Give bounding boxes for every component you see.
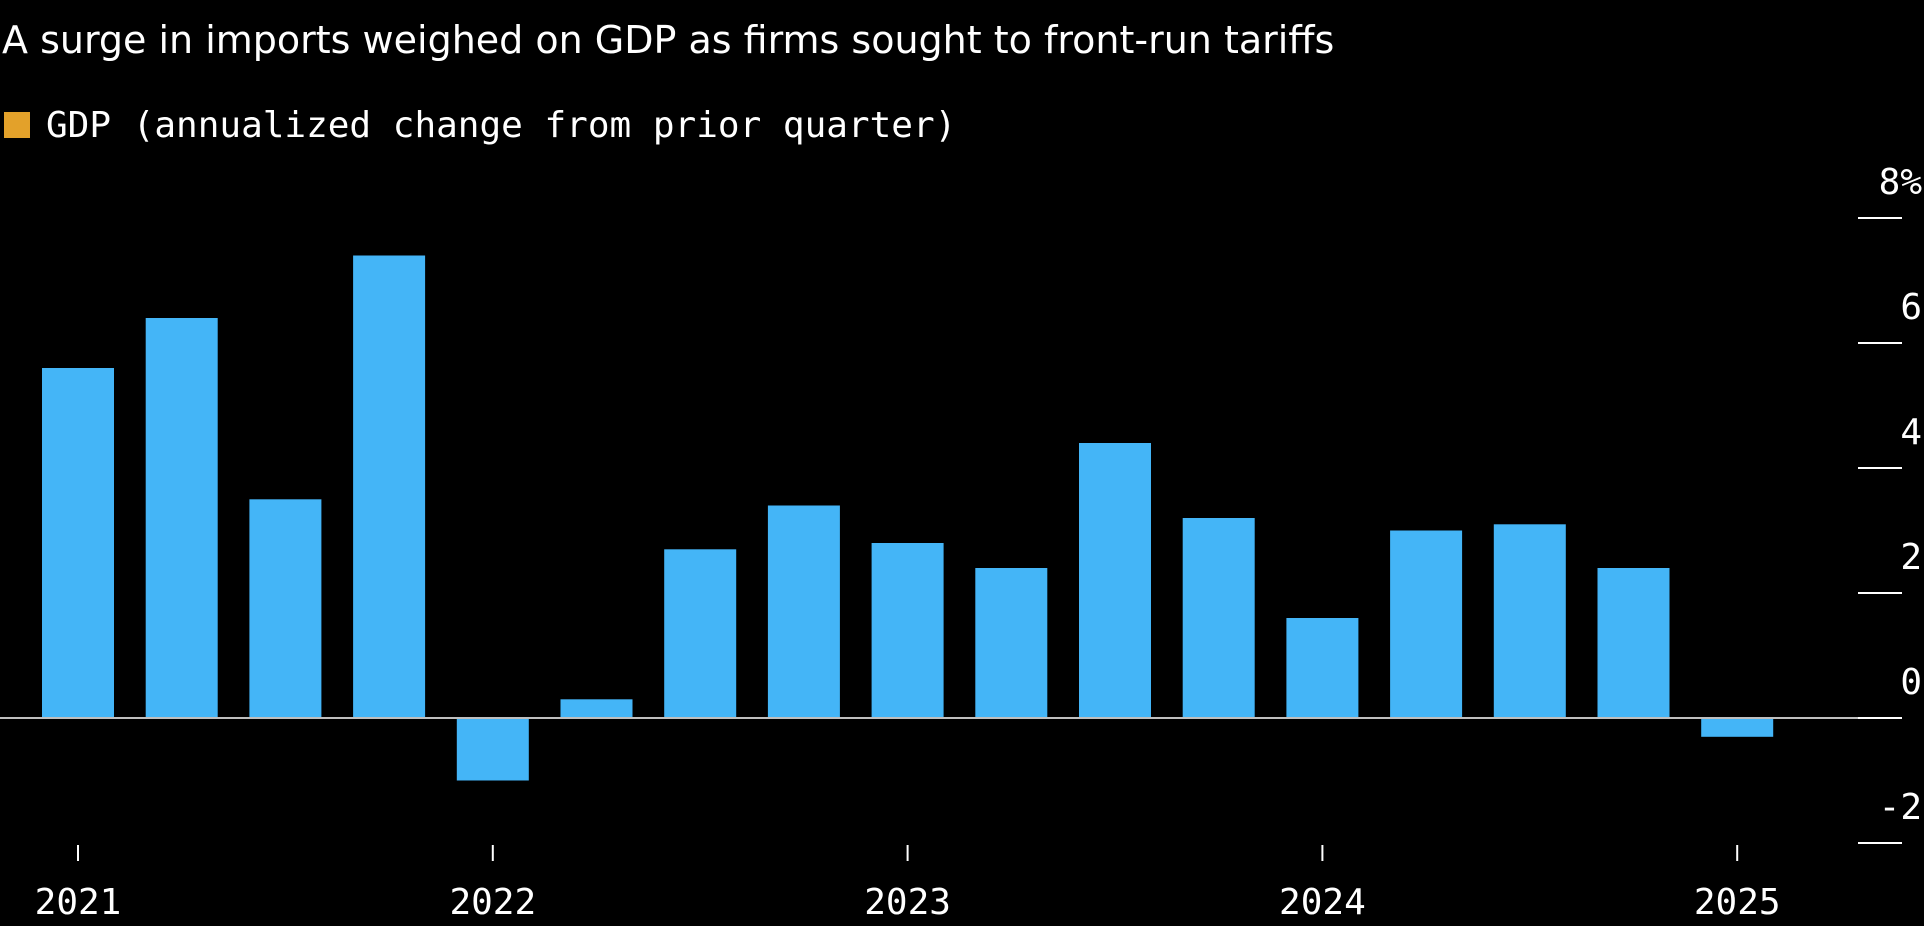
gdp-bar <box>42 368 114 718</box>
gdp-bar <box>1182 518 1255 718</box>
y-axis-tick-label: 4 <box>1900 412 1922 453</box>
gdp-bar <box>664 549 737 719</box>
gdp-bar <box>560 699 633 719</box>
x-axis-tick-label: 2023 <box>864 882 951 923</box>
legend: GDP (annualized change from prior quarte… <box>4 100 956 150</box>
gdp-bar <box>1493 524 1566 719</box>
chart-title: A surge in imports weighed on GDP as fir… <box>2 18 1335 62</box>
y-axis-tick-label: -2 <box>1879 787 1922 828</box>
y-axis-tick-label: 0 <box>1900 662 1922 703</box>
gdp-bar <box>767 505 840 718</box>
y-axis-tick-label: 2 <box>1900 537 1922 578</box>
legend-swatch <box>4 112 30 138</box>
gdp-bar <box>249 499 322 719</box>
gdp-bar <box>1701 718 1774 737</box>
x-axis-tick-label: 2024 <box>1279 882 1366 923</box>
x-axis-tick-label: 2025 <box>1694 882 1781 923</box>
gdp-bar <box>456 718 529 781</box>
gdp-bar <box>1390 530 1463 718</box>
gdp-bar <box>1079 443 1151 718</box>
y-axis-tick-label: 8% <box>1879 162 1923 203</box>
y-axis-tick-label: 6 <box>1900 287 1922 328</box>
gdp-bar <box>871 543 944 718</box>
gdp-bar <box>145 318 218 718</box>
gdp-bar <box>1597 568 1670 718</box>
legend-label: GDP (annualized change from prior quarte… <box>46 104 957 146</box>
x-axis-tick-label: 2022 <box>449 882 536 923</box>
gdp-bar <box>1286 618 1359 718</box>
gdp-bar <box>975 568 1048 718</box>
x-axis-tick-label: 2021 <box>35 882 122 923</box>
gdp-bar <box>353 255 426 718</box>
